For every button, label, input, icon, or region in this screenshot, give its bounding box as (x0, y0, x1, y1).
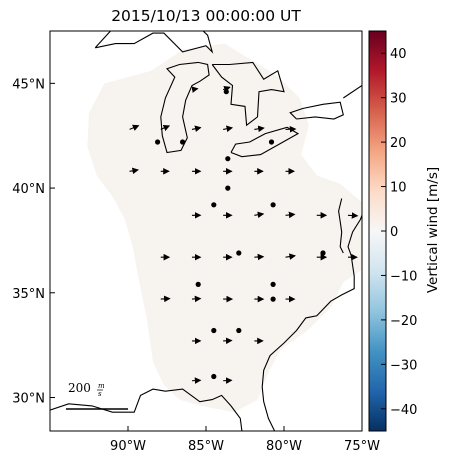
stations (155, 89, 326, 380)
colorbar-tick-label: 30 (390, 92, 407, 107)
scale-unit-numerator: m (98, 382, 105, 390)
station-marker (268, 139, 275, 145)
latitude-tick-label: 45°N (12, 77, 45, 92)
wind-vector (222, 86, 231, 93)
latitude-tick-label: 35°N (12, 287, 45, 302)
colorbar: 40 30 20 10 0 −10 −20 −30 −40 (368, 30, 417, 432)
station-marker (320, 250, 326, 256)
latitude-tick-label: 40°N (12, 182, 45, 197)
latitude-ticks: 30°N 35°N 40°N 45°N (12, 77, 55, 406)
coastlines (50, 0, 362, 431)
station-marker (236, 250, 242, 256)
colorbar-label: Vertical wind [m/s] (425, 166, 441, 294)
wind-vector (223, 125, 234, 133)
colorbar-ticks: 40 30 20 10 0 −10 −20 −30 −40 (381, 47, 417, 418)
station-marker (225, 156, 231, 162)
station-marker (270, 202, 276, 208)
st-lawrence-coast (342, 84, 362, 99)
station-marker (270, 296, 276, 302)
longitude-ticks: 90°W 85°W 80°W 75°W (110, 426, 380, 454)
station-marker (155, 139, 161, 145)
colorbar-tick-label: 20 (390, 136, 407, 151)
wind-vector (347, 212, 359, 219)
wind-vector (191, 125, 202, 132)
scale-label: 200 (68, 381, 91, 395)
scale-unit-denominator: s (98, 390, 102, 398)
station-marker (223, 89, 229, 95)
wind-vector (285, 253, 296, 260)
longitude-tick-label: 85°W (188, 439, 224, 454)
colorbar-tick-label: 10 (390, 181, 407, 196)
lake-ontario-coast (289, 101, 344, 120)
map-title: 2015/10/13 00:00:00 UT (111, 7, 301, 25)
map-area: 200 m s (50, 0, 362, 431)
lake-huron-coast (211, 61, 285, 127)
station-marker (211, 202, 217, 208)
station-marker (211, 373, 217, 380)
chesapeake-bay (338, 198, 344, 254)
gulf-coast (50, 388, 243, 431)
colorbar-tick-label: 40 (390, 47, 407, 62)
lake-superior-coast (94, 31, 214, 54)
longitude-tick-label: 90°W (110, 439, 146, 454)
wind-vectors (129, 86, 359, 384)
station-marker (180, 139, 186, 145)
wind-vector (160, 125, 171, 132)
wind-vector (254, 125, 265, 133)
station-marker (211, 327, 217, 334)
colorbar-tick-label: 0 (390, 225, 398, 240)
station-marker (236, 327, 242, 334)
canada-border (50, 0, 134, 20)
longitude-tick-label: 80°W (266, 439, 302, 454)
wind-vector (254, 211, 265, 219)
atlantic-coast (261, 213, 362, 431)
colorbar-tick-label: −20 (390, 314, 417, 329)
station-marker (225, 185, 231, 191)
scale-reference: 200 m s (66, 381, 128, 410)
colorbar-tick-label: −10 (390, 269, 417, 284)
colorbar-tick-label: −40 (390, 403, 417, 418)
wind-vector (191, 86, 199, 93)
wind-vector (285, 211, 296, 219)
colorbar-tick-label: −30 (390, 358, 417, 373)
wind-vector (129, 167, 139, 175)
station-marker (195, 281, 201, 287)
station-marker (270, 281, 276, 287)
latitude-tick-label: 30°N (12, 391, 45, 406)
wind-vector (129, 124, 140, 131)
longitude-tick-label: 75°W (344, 439, 380, 454)
